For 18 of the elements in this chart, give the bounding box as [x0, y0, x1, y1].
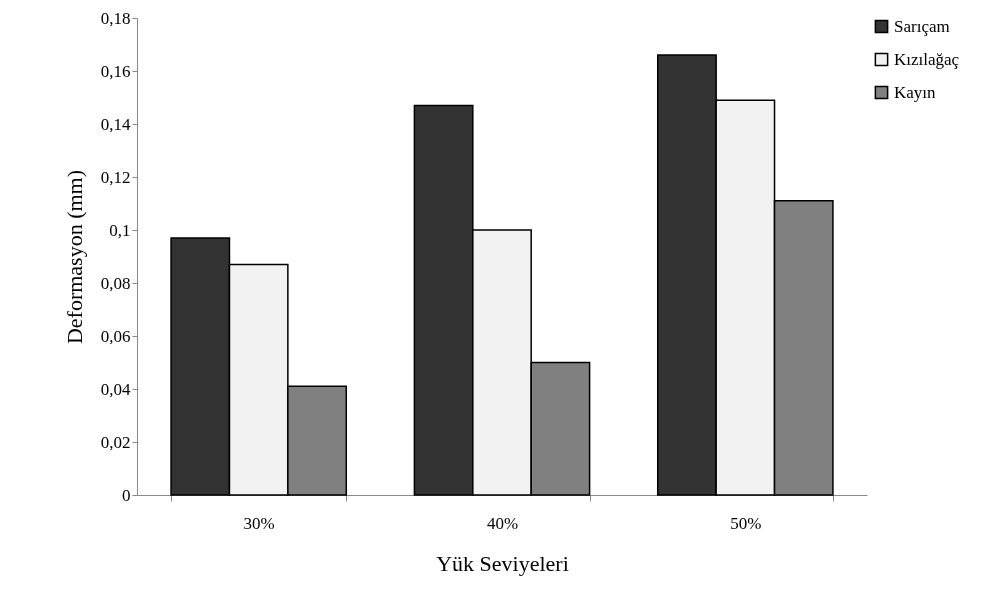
x-tick-label: 50%	[730, 513, 762, 533]
y-tick-label: 0,18	[100, 8, 131, 28]
y-axis-title: Deformasyon (mm)	[61, 169, 87, 345]
y-tick-label: 0	[122, 485, 131, 505]
y-tick-label: 0,1	[109, 220, 131, 240]
y-tick-label: 0,16	[100, 61, 131, 81]
x-tick-label: 30%	[243, 513, 275, 533]
x-axis-title: Yük Seviyeleri	[436, 550, 569, 576]
legend-label: Kızılağaç	[894, 49, 960, 69]
y-tick-label: 0,08	[100, 273, 131, 293]
x-tick-label: 40%	[486, 513, 519, 533]
y-tick-label: 0,12	[100, 167, 131, 187]
legend-label: Sarıçam	[894, 16, 950, 36]
y-tick-label: 0,04	[100, 379, 131, 399]
y-tick-label: 0,14	[100, 114, 131, 134]
y-tick-label: 0,02	[100, 432, 131, 452]
y-tick-label: 0,06	[100, 326, 131, 346]
legend-label: Kayın	[894, 82, 937, 102]
